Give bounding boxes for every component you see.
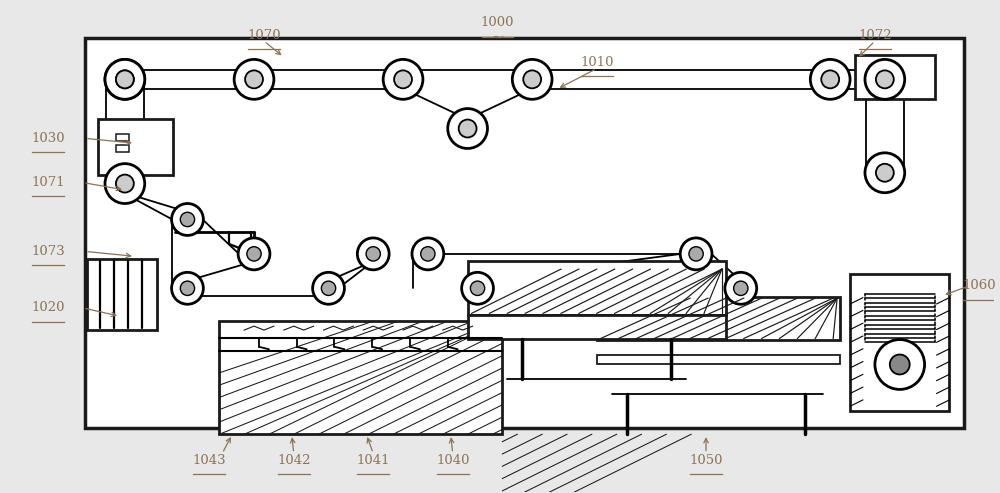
Ellipse shape (876, 164, 894, 182)
Ellipse shape (172, 204, 203, 236)
Bar (468, 316, 726, 339)
Ellipse shape (421, 246, 435, 261)
Bar (468, 261, 726, 316)
Ellipse shape (876, 70, 894, 88)
Ellipse shape (734, 281, 748, 295)
Text: 1072: 1072 (858, 29, 892, 41)
Text: 1060: 1060 (962, 280, 996, 292)
Text: 1000: 1000 (481, 16, 514, 29)
Ellipse shape (689, 246, 703, 261)
Bar (597, 297, 840, 340)
Ellipse shape (394, 70, 412, 88)
Ellipse shape (105, 60, 145, 99)
Bar (98, 119, 173, 175)
Ellipse shape (116, 175, 134, 193)
Ellipse shape (245, 70, 263, 88)
Bar (116, 145, 129, 152)
Bar (219, 321, 502, 434)
Ellipse shape (512, 60, 552, 99)
Ellipse shape (865, 153, 905, 193)
Ellipse shape (366, 246, 380, 261)
Bar (116, 135, 129, 141)
Ellipse shape (116, 70, 134, 88)
Text: 1073: 1073 (32, 245, 65, 258)
Bar (87, 259, 157, 330)
Text: 1043: 1043 (193, 454, 226, 467)
Ellipse shape (890, 354, 910, 375)
Ellipse shape (448, 108, 487, 148)
Ellipse shape (680, 238, 712, 270)
Ellipse shape (523, 70, 541, 88)
Bar (850, 274, 949, 411)
Ellipse shape (821, 70, 839, 88)
Ellipse shape (412, 238, 444, 270)
Ellipse shape (180, 212, 195, 227)
Ellipse shape (105, 60, 145, 99)
Ellipse shape (459, 119, 477, 138)
Text: 1050: 1050 (689, 454, 723, 467)
Ellipse shape (357, 238, 389, 270)
Ellipse shape (875, 340, 925, 389)
Ellipse shape (238, 238, 270, 270)
Text: 1010: 1010 (580, 56, 613, 69)
Ellipse shape (180, 281, 195, 295)
Bar (85, 37, 964, 428)
Ellipse shape (462, 272, 493, 304)
Text: 1020: 1020 (32, 301, 65, 315)
Text: ~: ~ (490, 29, 504, 46)
Ellipse shape (725, 272, 757, 304)
Text: 1041: 1041 (356, 454, 390, 467)
Ellipse shape (116, 70, 134, 88)
Text: 1071: 1071 (32, 176, 65, 189)
Text: 1030: 1030 (32, 132, 65, 145)
Ellipse shape (105, 164, 145, 204)
Ellipse shape (247, 246, 261, 261)
Ellipse shape (321, 281, 336, 295)
Ellipse shape (172, 272, 203, 304)
Ellipse shape (234, 60, 274, 99)
Text: 1042: 1042 (277, 454, 311, 467)
Ellipse shape (865, 60, 905, 99)
Ellipse shape (470, 281, 485, 295)
Bar (855, 55, 935, 99)
Text: 1040: 1040 (436, 454, 469, 467)
Ellipse shape (383, 60, 423, 99)
Ellipse shape (313, 272, 344, 304)
Bar (597, 354, 840, 364)
Ellipse shape (810, 60, 850, 99)
Text: 1070: 1070 (247, 29, 281, 41)
